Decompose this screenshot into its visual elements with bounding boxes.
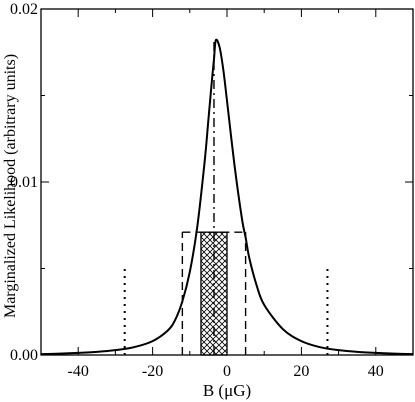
- y-tick-label: 0.02: [10, 1, 38, 18]
- x-tick-label: 0: [223, 363, 231, 380]
- x-tick-label: 20: [293, 363, 309, 380]
- y-tick-label: 0.00: [10, 347, 38, 364]
- series-layer: [40, 38, 414, 356]
- y-tick-label: 0.01: [10, 174, 38, 191]
- y-axis-label: Marginalized Likelihood (arbitrary units…: [2, 54, 19, 318]
- x-tick-label: -20: [142, 363, 163, 380]
- likelihood-curve: [40, 38, 414, 356]
- x-axis-label: B (μG): [203, 381, 251, 400]
- annotation-layer: [123, 40, 329, 356]
- tick-layer: -40 -20 0 20 40 0.00 0.01 0.02: [10, 1, 414, 380]
- x-tick-label: -40: [68, 363, 89, 380]
- x-tick-label: 40: [368, 363, 384, 380]
